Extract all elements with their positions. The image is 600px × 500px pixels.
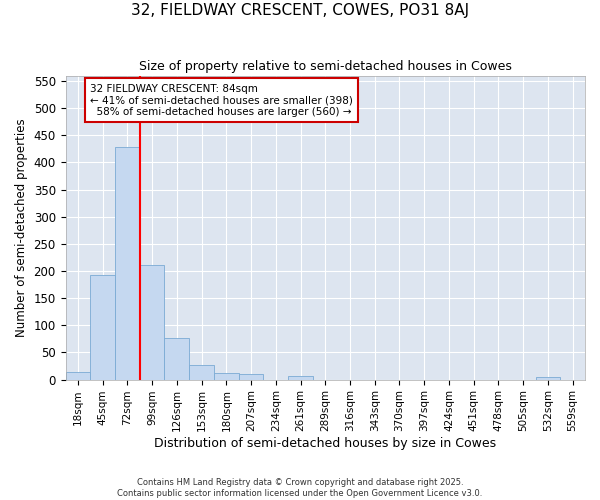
Bar [164, 338, 189, 380]
Bar [239, 374, 263, 380]
Text: 32, FIELDWAY CRESCENT, COWES, PO31 8AJ: 32, FIELDWAY CRESCENT, COWES, PO31 8AJ [131, 2, 469, 18]
Bar [115, 147, 140, 380]
Bar [536, 377, 560, 380]
Bar [65, 372, 90, 380]
Title: Size of property relative to semi-detached houses in Cowes: Size of property relative to semi-detach… [139, 60, 512, 73]
Bar [90, 275, 115, 380]
Bar [214, 372, 239, 380]
Text: 32 FIELDWAY CRESCENT: 84sqm
← 41% of semi-detached houses are smaller (398)
  58: 32 FIELDWAY CRESCENT: 84sqm ← 41% of sem… [90, 84, 353, 117]
X-axis label: Distribution of semi-detached houses by size in Cowes: Distribution of semi-detached houses by … [154, 437, 496, 450]
Text: Contains HM Land Registry data © Crown copyright and database right 2025.
Contai: Contains HM Land Registry data © Crown c… [118, 478, 482, 498]
Bar [288, 376, 313, 380]
Y-axis label: Number of semi-detached properties: Number of semi-detached properties [15, 118, 28, 337]
Bar [140, 265, 164, 380]
Bar [189, 365, 214, 380]
